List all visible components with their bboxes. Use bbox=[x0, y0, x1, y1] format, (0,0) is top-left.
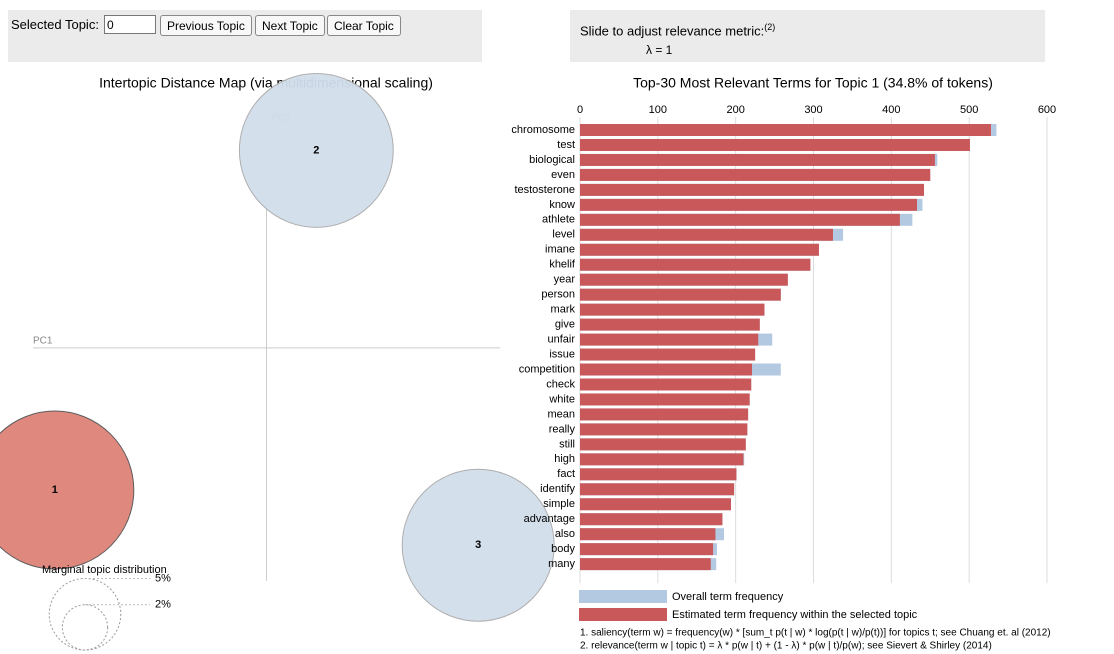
bar bbox=[580, 168, 931, 181]
bar bbox=[580, 363, 753, 376]
legend-swatch bbox=[579, 608, 667, 621]
term-label: identify bbox=[540, 483, 575, 495]
bar bbox=[580, 318, 760, 331]
term-label: advantage bbox=[524, 513, 575, 525]
legend-size-label: 2% bbox=[155, 599, 171, 611]
bar bbox=[580, 213, 900, 226]
bar bbox=[580, 543, 714, 556]
slider-label-text: Slide to adjust relevance metric: bbox=[580, 23, 765, 39]
term-label: person bbox=[541, 289, 575, 301]
term-label: even bbox=[551, 169, 575, 181]
legend-title: Marginal topic distribution bbox=[42, 564, 167, 576]
slider-panel bbox=[570, 10, 1045, 62]
term-label: really bbox=[549, 423, 576, 435]
legend-size-label: 5% bbox=[155, 572, 171, 584]
term-label: many bbox=[548, 558, 575, 570]
x-tick-label: 300 bbox=[804, 104, 822, 116]
term-label: year bbox=[554, 274, 576, 286]
x-tick-label: 100 bbox=[649, 104, 667, 116]
x-tick-label: 200 bbox=[726, 104, 744, 116]
topic-label: Selected Topic: bbox=[11, 17, 99, 32]
legend-circle bbox=[61, 604, 109, 651]
term-label: unfair bbox=[547, 333, 575, 345]
term-label: competition bbox=[519, 363, 575, 375]
bar bbox=[580, 423, 748, 436]
term-label: chromosome bbox=[511, 124, 575, 136]
next-button[interactable]: Next Topic bbox=[255, 15, 325, 36]
term-label: test bbox=[557, 139, 575, 151]
term-label: still bbox=[559, 438, 575, 450]
term-label: khelif bbox=[549, 259, 576, 271]
bar bbox=[580, 438, 746, 451]
topic-bubble bbox=[238, 72, 394, 228]
topic-input[interactable] bbox=[104, 15, 156, 34]
topic-bubble bbox=[401, 468, 555, 622]
term-label: athlete bbox=[542, 214, 575, 226]
bar bbox=[580, 258, 811, 271]
legend-circle bbox=[48, 577, 122, 651]
bar bbox=[580, 468, 737, 481]
bar bbox=[580, 333, 759, 346]
bar bbox=[580, 183, 925, 196]
term-label: simple bbox=[543, 498, 575, 510]
previous-button[interactable]: Previous Topic bbox=[160, 15, 252, 36]
bar-title: Top-30 Most Relevant Terms for Topic 1 (… bbox=[633, 75, 993, 91]
clear-button[interactable]: Clear Topic bbox=[327, 15, 401, 36]
pc1-label: PC1 bbox=[33, 335, 53, 346]
term-label: fact bbox=[557, 468, 575, 480]
topic-label: 2 bbox=[313, 144, 319, 156]
lambda-label: λ = 1 bbox=[646, 43, 673, 57]
x-tick-label: 400 bbox=[882, 104, 900, 116]
bar bbox=[580, 303, 765, 316]
x-tick-label: 500 bbox=[960, 104, 978, 116]
term-label: know bbox=[549, 199, 575, 211]
slider-label: Slide to adjust relevance metric:(2) bbox=[580, 22, 775, 38]
bar bbox=[580, 408, 749, 421]
bar bbox=[580, 228, 833, 241]
footnote: 2. relevance(term w | topic t) = λ * p(w… bbox=[580, 641, 992, 652]
term-label: white bbox=[548, 393, 575, 405]
term-label: level bbox=[552, 229, 575, 241]
x-tick-label: 600 bbox=[1038, 104, 1056, 116]
bar bbox=[580, 348, 756, 361]
bar bbox=[580, 124, 991, 136]
footnote: 1. saliency(term w) = frequency(w) * [su… bbox=[580, 628, 1051, 639]
topic-label: 1 bbox=[52, 484, 58, 496]
legend-label: Overall term frequency bbox=[672, 591, 784, 603]
bar bbox=[580, 153, 935, 166]
term-label: mean bbox=[547, 408, 575, 420]
term-label: give bbox=[555, 319, 575, 331]
bar bbox=[580, 528, 716, 541]
bar bbox=[580, 453, 744, 466]
bar bbox=[580, 483, 735, 496]
legend-label: Estimated term frequency within the sele… bbox=[672, 609, 918, 621]
map-title: Intertopic Distance Map (via multidimens… bbox=[99, 75, 433, 91]
term-label: check bbox=[546, 378, 575, 390]
term-label: mark bbox=[551, 304, 576, 316]
bar bbox=[580, 513, 723, 526]
term-label: imane bbox=[545, 244, 575, 256]
bar bbox=[580, 288, 781, 301]
topic-label: 3 bbox=[475, 539, 481, 551]
bar bbox=[580, 393, 750, 406]
term-label: also bbox=[555, 528, 575, 540]
bar bbox=[580, 378, 752, 391]
term-label: issue bbox=[549, 348, 575, 360]
term-label: testosterone bbox=[514, 184, 575, 196]
bar bbox=[580, 198, 918, 211]
legend-swatch bbox=[579, 590, 667, 603]
term-label: biological bbox=[529, 154, 575, 166]
bar bbox=[580, 273, 788, 286]
slider-note: (2) bbox=[764, 22, 776, 32]
bar bbox=[580, 498, 731, 511]
term-label: high bbox=[554, 453, 575, 465]
x-tick-label: 0 bbox=[577, 104, 583, 116]
topic-bubble bbox=[0, 410, 135, 570]
bar bbox=[580, 243, 819, 256]
term-label: body bbox=[551, 543, 575, 555]
bar bbox=[580, 558, 711, 571]
bar bbox=[580, 138, 970, 151]
